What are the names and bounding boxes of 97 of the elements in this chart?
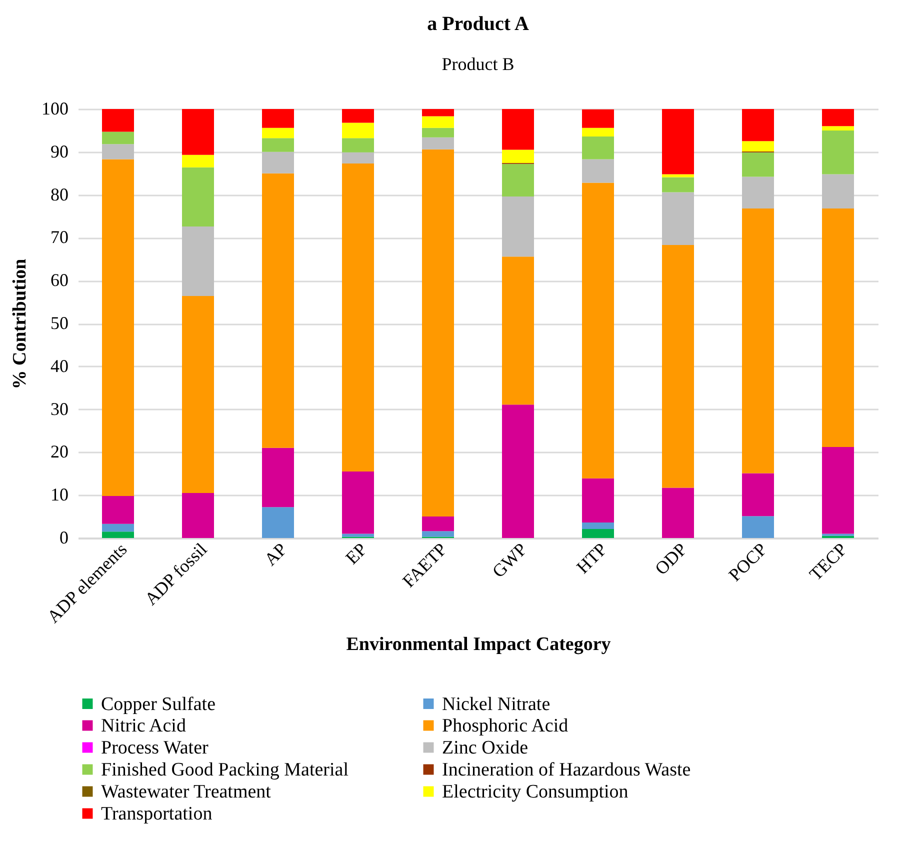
- bar: [502, 164, 534, 197]
- bar: [582, 136, 614, 160]
- legend-label: Nitric Acid: [101, 716, 186, 736]
- bar: [102, 496, 134, 524]
- bar: [342, 163, 374, 472]
- bar: [662, 244, 694, 488]
- bar: [262, 152, 294, 174]
- y-tick-label: 80: [50, 184, 68, 204]
- bar: [422, 137, 454, 150]
- bar: [662, 488, 694, 538]
- y-axis-title: % Contribution: [10, 258, 30, 390]
- bar: [342, 109, 374, 123]
- bar: [742, 109, 774, 142]
- y-tick-label: 30: [50, 398, 68, 419]
- bar: [342, 534, 374, 537]
- y-tick-label: 20: [50, 442, 68, 462]
- chart-title: a Product A: [427, 13, 530, 35]
- bar: [102, 144, 134, 160]
- x-tick-label: ODP: [651, 539, 691, 579]
- bar: [582, 478, 614, 523]
- bar: [582, 528, 614, 538]
- legend-label: Zinc Oxide: [442, 738, 528, 758]
- bar: [262, 128, 294, 138]
- bar: [502, 404, 534, 538]
- y-tick-label: 10: [50, 484, 68, 505]
- bar: [662, 177, 694, 192]
- bar: [182, 492, 214, 538]
- bar: [502, 196, 534, 257]
- bar: [502, 109, 534, 150]
- legend-label: Copper Sulfate: [101, 694, 216, 715]
- legend-label: Nickel Nitrate: [442, 694, 550, 715]
- legend-label: Electricity Consumption: [442, 782, 629, 802]
- bar: [662, 109, 694, 174]
- y-tick-label: 60: [50, 270, 68, 290]
- x-axis-title: Environmental Impact Category: [346, 634, 612, 656]
- bar: [822, 174, 854, 209]
- bar: [422, 149, 454, 517]
- bar: [102, 524, 134, 532]
- bar: [582, 182, 614, 478]
- bar: [422, 116, 454, 128]
- bar: [262, 448, 294, 508]
- x-tick-label: HTP: [572, 539, 611, 578]
- legend-label: Phosphoric Acid: [442, 716, 569, 736]
- y-tick-label: 70: [50, 227, 68, 248]
- bar: [502, 256, 534, 405]
- bar: [822, 130, 854, 174]
- bar: [182, 167, 214, 227]
- bar: [342, 122, 374, 138]
- bar: [822, 447, 854, 534]
- bar: [262, 173, 294, 448]
- legend-label: Finished Good Packing Material: [101, 760, 348, 780]
- y-tick-label: 50: [50, 313, 68, 333]
- bar: [582, 109, 614, 128]
- bar: [102, 532, 134, 538]
- bar: [182, 296, 214, 493]
- legend-label: Transportation: [101, 804, 213, 824]
- bar: [582, 128, 614, 136]
- bar: [822, 126, 854, 130]
- bar: [422, 109, 454, 116]
- bar: [742, 473, 774, 516]
- bar: [262, 138, 294, 152]
- bar: [582, 522, 614, 529]
- bar: [662, 174, 694, 178]
- bar: [102, 159, 134, 496]
- bar: [822, 208, 854, 448]
- x-tick-label: AP: [260, 539, 291, 570]
- bar: [342, 472, 374, 534]
- legend-label: Process Water: [101, 738, 210, 758]
- bar: [262, 507, 294, 538]
- bar: [422, 531, 454, 537]
- bar: [662, 192, 694, 245]
- chart-subtitle: Product B: [442, 54, 514, 74]
- bar: [102, 132, 134, 144]
- y-tick-label: 0: [60, 528, 68, 548]
- bar: [422, 128, 454, 138]
- bar: [182, 226, 214, 296]
- bar: [742, 152, 774, 177]
- legend-label: Incineration of Hazardous Waste: [442, 760, 691, 780]
- bar: [502, 150, 534, 164]
- bar: [582, 159, 614, 183]
- bar: [182, 154, 214, 168]
- x-tick-label: EP: [342, 539, 371, 568]
- bar: [182, 109, 214, 155]
- bar: [822, 109, 854, 126]
- bar: [342, 138, 374, 152]
- bar: [742, 141, 774, 152]
- bar: [262, 109, 294, 128]
- bar: [342, 152, 374, 164]
- bar: [742, 516, 774, 538]
- bar: [422, 516, 454, 532]
- bar: [742, 176, 774, 209]
- legend-label: Wastewater Treatment: [101, 782, 272, 802]
- y-tick-label: 100: [42, 98, 68, 118]
- y-tick-label: 40: [50, 356, 68, 376]
- bar: [742, 208, 774, 474]
- y-tick-label: 90: [50, 141, 68, 162]
- bar: [102, 109, 134, 132]
